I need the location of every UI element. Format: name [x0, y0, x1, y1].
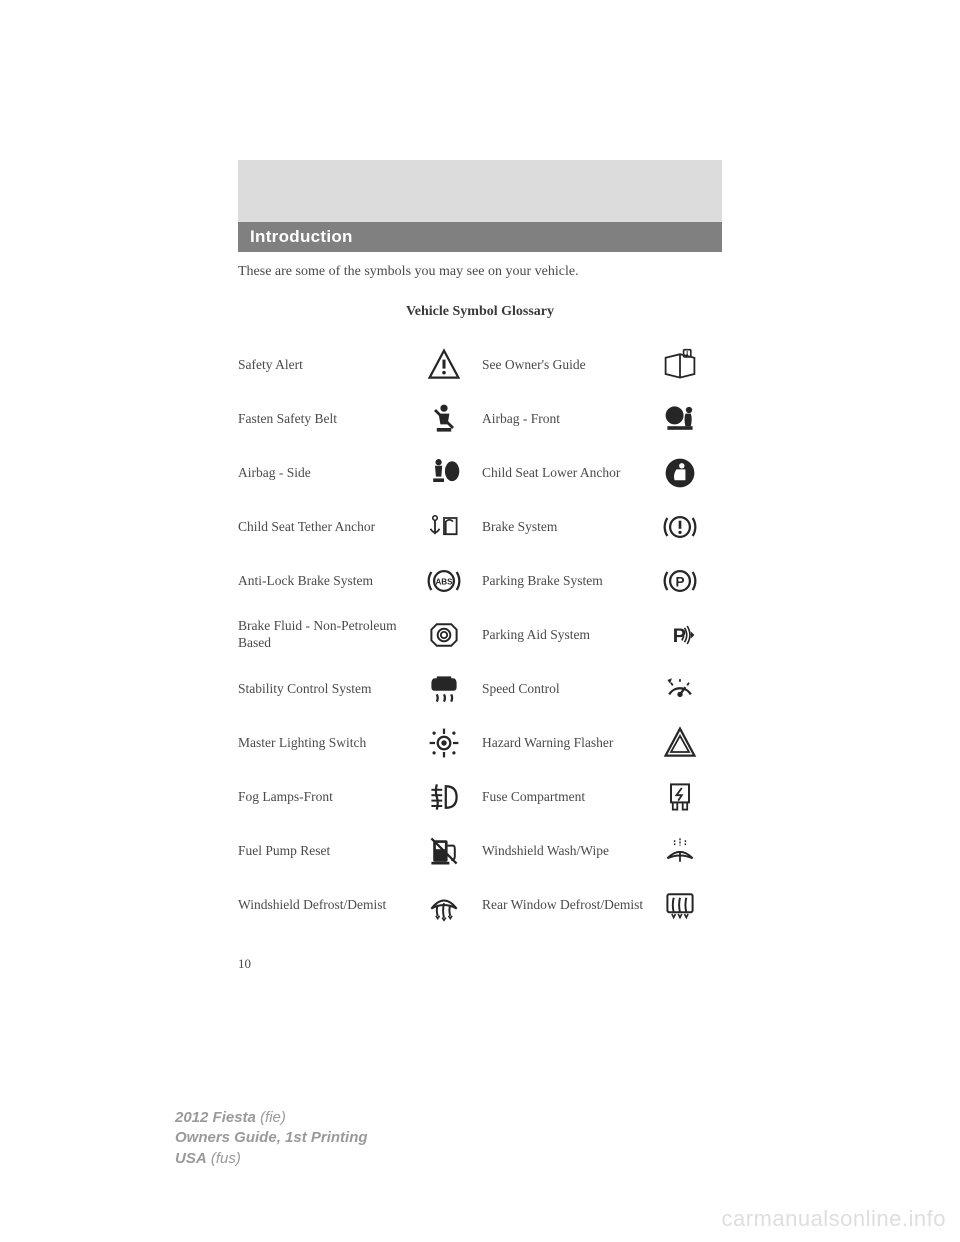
- glossary-row: Fuel Pump Reset Windshield Wash/Wipe: [238, 824, 722, 878]
- wash-wipe-icon: [652, 833, 708, 869]
- child-anchor-icon: [652, 455, 708, 491]
- symbol-label: Parking Aid System: [472, 627, 652, 644]
- glossary-title: Vehicle Symbol Glossary: [0, 304, 960, 320]
- speed-control-icon: [652, 671, 708, 707]
- hazard-icon: [652, 725, 708, 761]
- fog-lamps-icon: [416, 779, 472, 815]
- footer-line-3: USA (fus): [175, 1149, 368, 1169]
- glossary-row: Fog Lamps-Front Fuse Compartment: [238, 770, 722, 824]
- symbol-label: Windshield Wash/Wipe: [472, 843, 652, 860]
- rear-defrost-icon: [652, 887, 708, 923]
- symbol-label: Anti-Lock Brake System: [238, 573, 416, 590]
- symbol-label: See Owner's Guide: [472, 357, 652, 374]
- windshield-defrost-icon: [416, 887, 472, 923]
- symbol-label: Child Seat Tether Anchor: [238, 519, 416, 536]
- symbol-label: Fuel Pump Reset: [238, 843, 416, 860]
- manual-page: Introduction These are some of the symbo…: [0, 0, 960, 1242]
- symbol-label: Speed Control: [472, 681, 652, 698]
- symbol-label: Stability Control System: [238, 681, 416, 698]
- symbol-label: Windshield Defrost/Demist: [238, 897, 416, 914]
- glossary-row: Stability Control System Speed Control: [238, 662, 722, 716]
- fasten-belt-icon: [416, 401, 472, 437]
- symbol-label: Rear Window Defrost/Demist: [472, 897, 652, 914]
- glossary-row: Airbag - Side Child Seat Lower Anchor: [238, 446, 722, 500]
- brake-fluid-icon: [416, 617, 472, 653]
- svg-text:P: P: [675, 574, 684, 589]
- symbol-label: Brake System: [472, 519, 652, 536]
- symbol-label: Airbag - Side: [238, 465, 416, 482]
- brake-system-icon: [652, 509, 708, 545]
- child-tether-icon: [416, 509, 472, 545]
- symbol-label: Brake Fluid - Non-Petroleum Based: [238, 618, 416, 652]
- glossary-row: Brake Fluid - Non-Petroleum Based Parkin…: [238, 608, 722, 662]
- footer: 2012 Fiesta (fie) Owners Guide, 1st Prin…: [175, 1108, 368, 1169]
- header-gray-block: [238, 160, 722, 222]
- fuel-pump-icon: [416, 833, 472, 869]
- glossary-row: Safety Alert See Owner's Guide: [238, 338, 722, 392]
- symbol-label: Safety Alert: [238, 357, 416, 374]
- parking-brake-icon: P: [652, 563, 708, 599]
- glossary-row: Anti-Lock Brake System ABS Parking Brake…: [238, 554, 722, 608]
- safety-alert-icon: [416, 347, 472, 383]
- abs-icon: ABS: [416, 563, 472, 599]
- glossary-row: Windshield Defrost/Demist Rear Window De…: [238, 878, 722, 932]
- footer-line-1: 2012 Fiesta (fie): [175, 1108, 368, 1128]
- glossary-row: Child Seat Tether Anchor Brake System: [238, 500, 722, 554]
- master-light-icon: [416, 725, 472, 761]
- symbol-label: Hazard Warning Flasher: [472, 735, 652, 752]
- airbag-side-icon: [416, 455, 472, 491]
- symbol-label: Child Seat Lower Anchor: [472, 465, 652, 482]
- owners-guide-icon: [652, 347, 708, 383]
- glossary-table: Safety Alert See Owner's Guide Fasten Sa…: [238, 338, 722, 932]
- section-header-text: Introduction: [250, 227, 353, 247]
- symbol-label: Fog Lamps-Front: [238, 789, 416, 806]
- airbag-front-icon: [652, 401, 708, 437]
- intro-text: These are some of the symbols you may se…: [238, 264, 579, 280]
- symbol-label: Master Lighting Switch: [238, 735, 416, 752]
- symbol-label: Fasten Safety Belt: [238, 411, 416, 428]
- fuse-icon: [652, 779, 708, 815]
- footer-line-2: Owners Guide, 1st Printing: [175, 1128, 368, 1148]
- svg-text:ABS: ABS: [435, 578, 453, 587]
- glossary-row: Fasten Safety Belt Airbag - Front: [238, 392, 722, 446]
- symbol-label: Parking Brake System: [472, 573, 652, 590]
- parking-aid-icon: P: [652, 617, 708, 653]
- symbol-label: Airbag - Front: [472, 411, 652, 428]
- symbol-label: Fuse Compartment: [472, 789, 652, 806]
- watermark: carmanualsonline.info: [721, 1206, 946, 1232]
- stability-icon: [416, 671, 472, 707]
- glossary-row: Master Lighting Switch Hazard Warning Fl…: [238, 716, 722, 770]
- section-header: Introduction: [238, 222, 722, 252]
- page-number: 10: [238, 956, 251, 972]
